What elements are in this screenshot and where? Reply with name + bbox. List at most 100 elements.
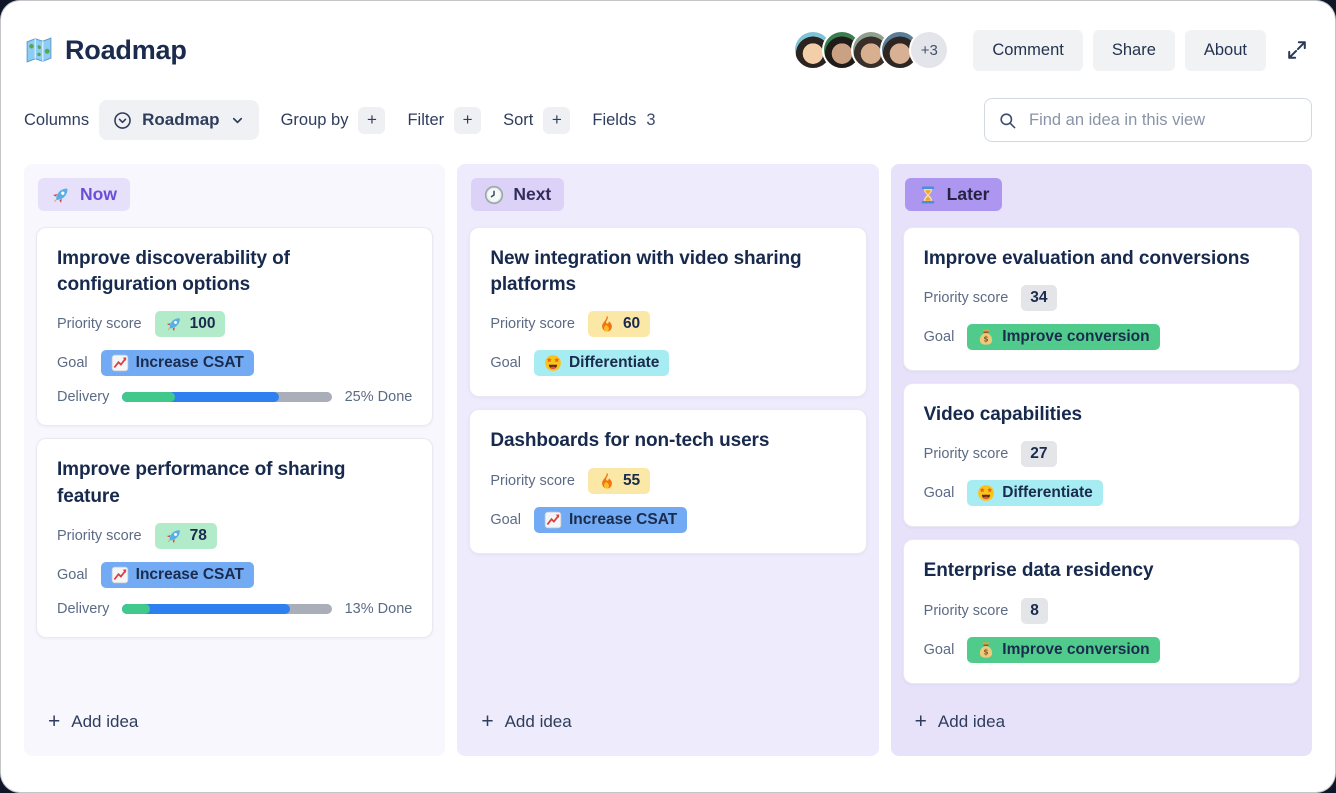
idea-card[interactable]: Video capabilities Priority score 27 Goa… (902, 383, 1300, 528)
idea-card[interactable]: Dashboards for non-tech users Priority s… (469, 409, 867, 554)
column-name: Now (80, 184, 117, 204)
avatar-group: +3 (793, 30, 950, 70)
goal-badge: Increase CSAT (533, 506, 688, 533)
priority-row: Priority score 34 (923, 285, 1279, 312)
about-button[interactable]: About (1184, 29, 1266, 71)
priority-value: 78 (189, 526, 207, 544)
column-header-badge: Now (38, 178, 130, 211)
goal-text: Increase CSAT (135, 565, 244, 583)
idea-card[interactable]: Improve performance of sharing feature P… (36, 438, 434, 638)
column-header-badge: Later (904, 178, 1003, 211)
board-column-later: Later Improve evaluation and conversions… (890, 164, 1312, 756)
idea-card[interactable]: Enterprise data residency Priority score… (902, 539, 1300, 684)
avatar-overflow-badge[interactable]: +3 (909, 30, 950, 70)
goal-text: Improve conversion (1002, 640, 1150, 658)
money-bag-icon (977, 328, 995, 346)
goal-badge: Increase CSAT (100, 561, 254, 588)
priority-score-label: Priority score (490, 316, 575, 333)
priority-score-label: Priority score (57, 527, 142, 544)
expand-icon (1286, 39, 1308, 61)
idea-title: Improve discoverability of configuration… (57, 248, 290, 296)
goal-text: Improve conversion (1002, 328, 1150, 346)
delivery-done-label: 13% Done (344, 600, 413, 617)
progress-inprogress-segment (122, 603, 290, 614)
goal-row: Goal Increase CSAT (57, 561, 412, 588)
fields-control[interactable]: Fields 3 (592, 111, 655, 130)
sort-control: Sort + (503, 106, 571, 134)
comment-button[interactable]: Comment (973, 29, 1083, 71)
delivery-row: Delivery 13% Done (57, 601, 412, 617)
add-idea-button[interactable]: + Add idea (903, 701, 1017, 744)
priority-row: Priority score 60 (490, 311, 845, 338)
delivery-row: Delivery 25% Done (57, 389, 412, 405)
goal-badge: Improve conversion (967, 636, 1160, 663)
plus-icon: + (481, 710, 494, 733)
goal-row: Goal Differentiate (923, 480, 1279, 507)
goal-label: Goal (923, 641, 955, 658)
rocket-icon (51, 185, 71, 205)
add-idea-button[interactable]: + Add idea (469, 701, 583, 744)
chart-increasing-icon (111, 566, 129, 584)
priority-value: 60 (622, 315, 641, 333)
delivery-done-label: 25% Done (344, 389, 413, 406)
view-selector[interactable]: Roadmap (99, 100, 259, 140)
share-button[interactable]: Share (1092, 29, 1175, 71)
header: Roadmap +3 Comment Share About (0, 0, 1336, 74)
priority-score-badge: 27 (1021, 441, 1057, 468)
priority-row: Priority score 55 (490, 467, 845, 494)
money-bag-icon (977, 641, 995, 659)
rocket-icon (165, 527, 183, 545)
priority-value: 100 (189, 315, 216, 333)
filter-add-button[interactable]: + (454, 106, 482, 134)
priority-score-label: Priority score (923, 290, 1009, 307)
map-icon (24, 35, 54, 65)
progress-done-segment (122, 392, 175, 403)
goal-text: Differentiate (568, 354, 660, 372)
priority-score-badge: 60 (587, 311, 651, 338)
idea-card[interactable]: New integration with video sharing platf… (469, 227, 867, 398)
priority-score-badge: 78 (154, 522, 217, 549)
chevron-down-icon (230, 113, 245, 128)
priority-row: Priority score 78 (57, 522, 412, 549)
group-by-label: Group by (280, 110, 349, 129)
column-name: Later (946, 184, 990, 204)
filter-control: Filter + (407, 106, 482, 134)
goal-label: Goal (923, 485, 955, 502)
progress-done-segment (122, 603, 150, 614)
header-actions: +3 Comment Share About (793, 29, 1312, 71)
chart-increasing-icon (111, 354, 129, 372)
search-icon (998, 111, 1017, 130)
priority-value: 8 (1030, 601, 1039, 619)
group-by-add-button[interactable]: + (358, 106, 386, 134)
search-box[interactable] (984, 98, 1312, 142)
board: Now Improve discoverability of configura… (0, 142, 1336, 756)
goal-row: Goal Differentiate (490, 350, 845, 377)
group-by-control: Group by + (280, 106, 386, 134)
view-selector-value: Roadmap (142, 110, 220, 129)
priority-score-badge: 34 (1021, 285, 1057, 312)
expand-button[interactable] (1276, 33, 1312, 67)
rocket-icon (165, 315, 183, 333)
search-input[interactable] (1027, 109, 1298, 131)
progress-inprogress-segment (122, 392, 280, 403)
idea-title: Dashboards for non-tech users (490, 430, 770, 452)
sort-add-button[interactable]: + (543, 106, 571, 134)
idea-card[interactable]: Improve evaluation and conversions Prior… (902, 227, 1300, 372)
column-cards: New integration with video sharing platf… (469, 227, 867, 554)
plus-icon: + (914, 710, 927, 733)
idea-card[interactable]: Improve discoverability of configuration… (36, 227, 434, 427)
add-idea-button[interactable]: + Add idea (36, 701, 150, 744)
sort-label: Sort (503, 110, 534, 129)
goal-label: Goal (490, 511, 521, 528)
column-name: Next (513, 184, 552, 204)
priority-value: 27 (1030, 445, 1048, 463)
goal-badge: Improve conversion (967, 324, 1160, 351)
priority-score-label: Priority score (57, 316, 142, 333)
column-cards: Improve evaluation and conversions Prior… (902, 227, 1300, 684)
delivery-progress-bar (122, 392, 332, 403)
priority-row: Priority score 100 (57, 311, 412, 338)
clock-icon (484, 185, 504, 205)
goal-label: Goal (490, 355, 521, 372)
goal-text: Differentiate (1002, 484, 1093, 502)
board-column-next: Next New integration with video sharing … (457, 164, 879, 756)
